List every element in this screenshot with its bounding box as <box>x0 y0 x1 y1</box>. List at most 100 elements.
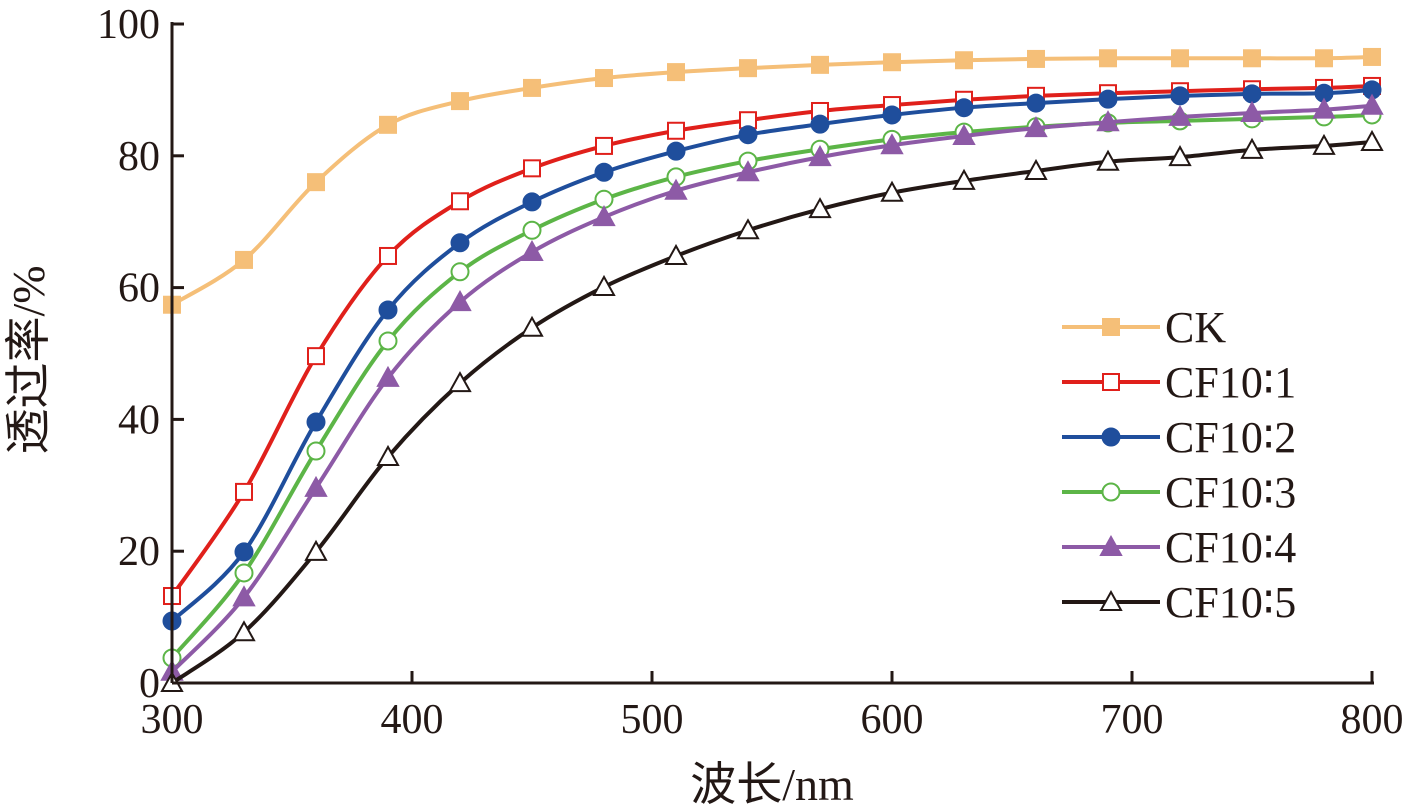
data-point <box>736 218 760 240</box>
data-point <box>808 197 832 219</box>
data-point <box>450 262 470 282</box>
y-tick-label: 80 <box>118 134 160 180</box>
legend-marker <box>1102 318 1120 336</box>
data-point <box>595 69 613 88</box>
data-point <box>378 300 398 320</box>
legend-label: CF10∶2 <box>1165 413 1296 462</box>
data-point <box>1099 49 1117 68</box>
data-point <box>595 136 613 155</box>
axes: 0 20 40 60 80 100 300 400 500 600 700 800 <box>97 2 1404 743</box>
data-point <box>1026 93 1046 113</box>
data-point <box>306 441 326 461</box>
data-point <box>523 159 541 178</box>
x-axis-label: 波长/nm <box>690 759 854 810</box>
data-point <box>1240 100 1264 122</box>
data-point <box>667 63 685 82</box>
legend-label: CF10∶3 <box>1165 468 1296 517</box>
data-point <box>667 121 685 140</box>
data-point <box>736 160 760 182</box>
data-point <box>451 192 469 211</box>
data-point <box>379 246 397 265</box>
series-layer <box>160 47 1384 692</box>
data-point <box>952 123 976 146</box>
data-point <box>523 78 541 97</box>
x-tick-label: 700 <box>1101 697 1164 743</box>
y-tick-label: 20 <box>118 529 160 575</box>
data-point <box>594 162 614 182</box>
data-point <box>378 331 398 351</box>
data-point <box>450 233 470 253</box>
data-point <box>307 347 325 366</box>
data-point <box>1096 149 1120 171</box>
x-tick-label: 500 <box>621 697 684 743</box>
data-point <box>376 444 400 466</box>
data-point <box>1242 84 1262 104</box>
y-tick-label: 100 <box>97 2 160 48</box>
data-point <box>739 59 757 78</box>
data-point <box>379 115 397 134</box>
data-point <box>811 55 829 74</box>
series-2 <box>162 80 1382 631</box>
legend-label: CK <box>1165 303 1226 352</box>
data-point <box>234 563 254 583</box>
data-point <box>522 220 542 240</box>
data-point <box>1240 137 1264 159</box>
data-point <box>448 290 472 312</box>
legend-marker <box>1101 482 1121 502</box>
series-0 <box>163 47 1381 314</box>
data-point <box>376 365 400 387</box>
data-point <box>1243 49 1261 68</box>
legend: CK CF10∶1 CF10∶2 CF10∶3 CF10∶4 CF10∶5 <box>1062 303 1296 627</box>
data-point <box>738 125 758 145</box>
data-point <box>882 105 902 125</box>
data-point <box>1360 129 1384 151</box>
data-point <box>235 250 253 269</box>
data-point <box>666 141 686 161</box>
data-point <box>306 412 326 432</box>
data-point <box>1171 49 1189 68</box>
data-point <box>664 243 688 265</box>
legend-marker <box>1101 427 1121 447</box>
legend-item: CK <box>1062 303 1226 352</box>
x-tick-label: 400 <box>381 697 444 743</box>
data-point <box>1027 49 1045 68</box>
y-tick-label: 60 <box>118 266 160 312</box>
y-axis-label: 透过率/% <box>3 265 54 454</box>
legend-label: CF10∶5 <box>1165 578 1296 627</box>
series-5 <box>160 129 1384 692</box>
legend-label: CF10∶4 <box>1165 523 1296 572</box>
data-point <box>235 482 253 501</box>
data-point <box>1315 49 1333 68</box>
data-point <box>1096 110 1120 132</box>
data-point <box>1024 158 1048 180</box>
data-point <box>1098 89 1118 109</box>
data-point <box>880 133 904 155</box>
data-point <box>232 620 256 642</box>
legend-item: CF10∶1 <box>1062 358 1296 407</box>
data-point <box>522 192 542 212</box>
data-point <box>1024 116 1048 138</box>
data-point <box>451 92 469 111</box>
x-tick-label: 300 <box>141 697 204 743</box>
data-point <box>592 274 616 296</box>
data-point <box>304 539 328 561</box>
data-point <box>883 53 901 72</box>
legend-marker <box>1099 534 1123 556</box>
legend-label: CF10∶1 <box>1165 358 1296 407</box>
data-point <box>448 371 472 393</box>
data-point <box>1168 145 1192 167</box>
data-point <box>810 114 830 134</box>
data-point <box>954 98 974 118</box>
data-point <box>520 315 544 337</box>
data-point <box>520 239 544 262</box>
data-point <box>955 51 973 70</box>
data-point <box>1363 47 1381 66</box>
data-point <box>664 178 688 200</box>
data-point <box>592 205 616 227</box>
data-point <box>1168 104 1192 126</box>
x-tick-label: 800 <box>1341 697 1404 743</box>
data-point <box>1312 133 1336 155</box>
y-tick-label: 40 <box>118 397 160 443</box>
data-point <box>1312 97 1336 119</box>
